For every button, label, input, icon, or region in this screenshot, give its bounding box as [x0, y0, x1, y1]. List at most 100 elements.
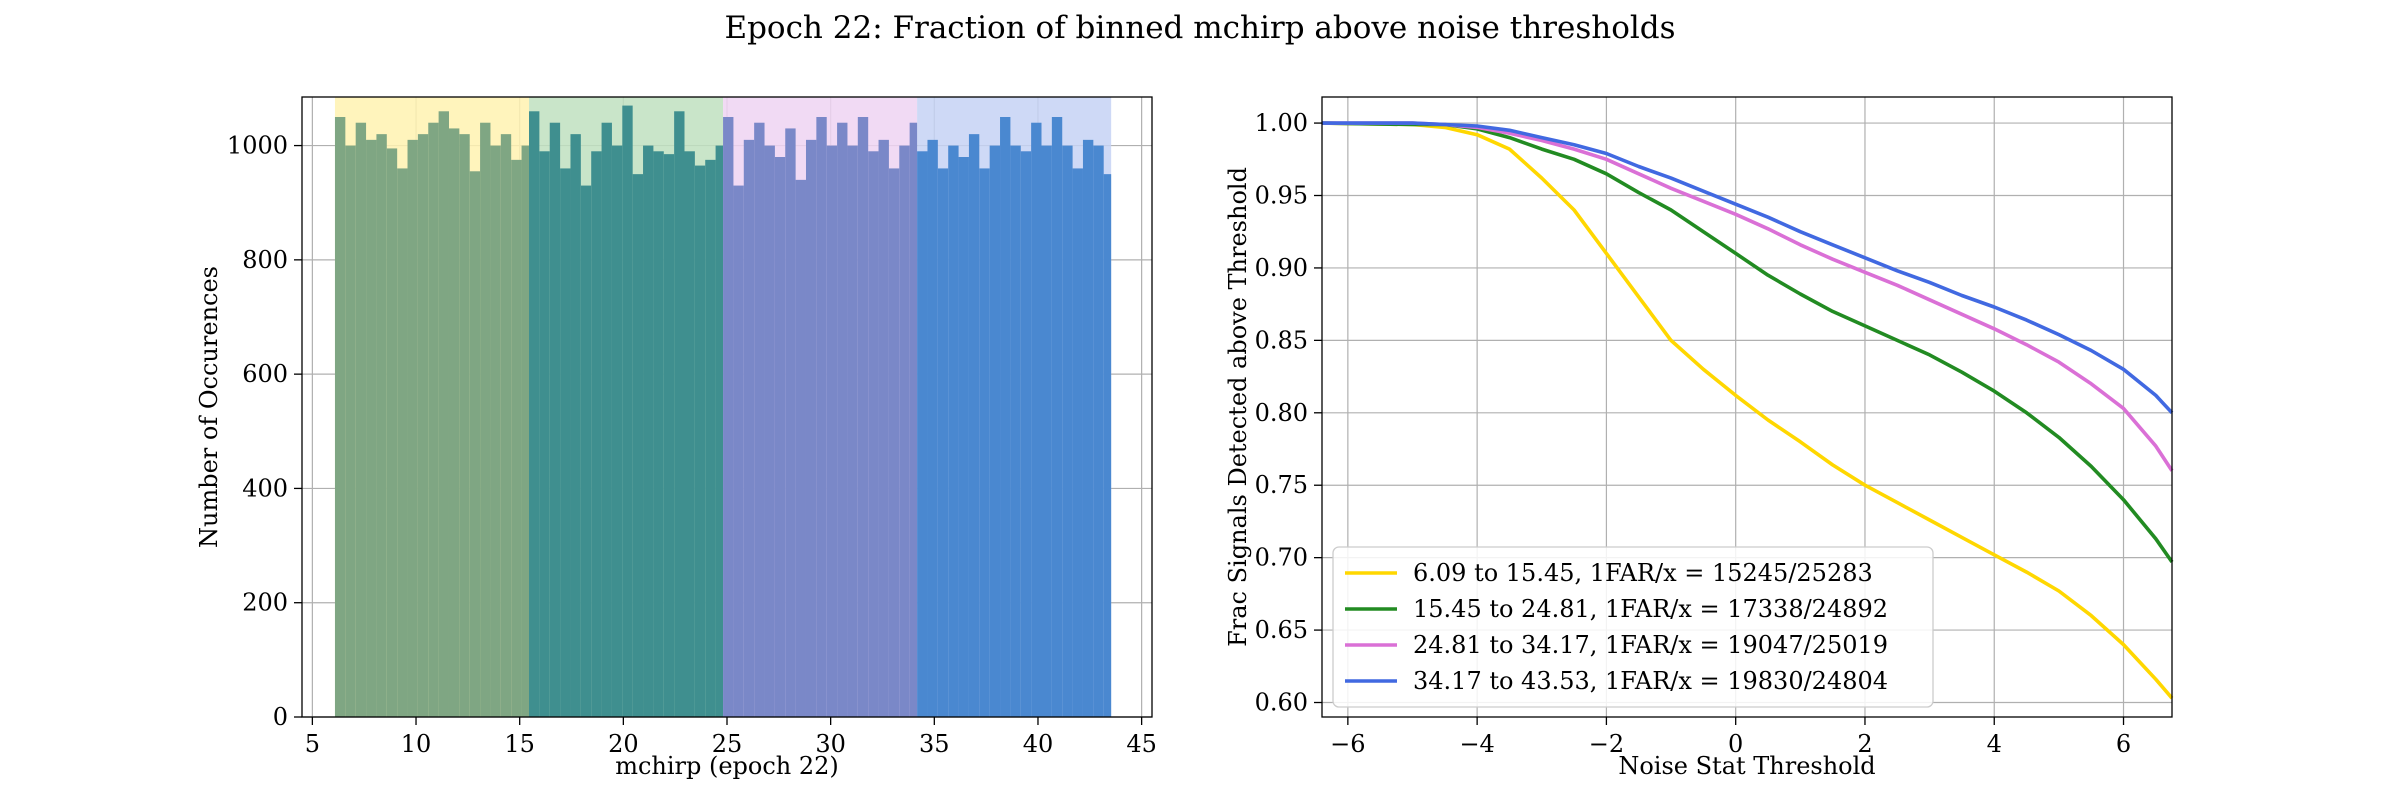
histogram-bars: [334, 105, 1112, 718]
series-line: [1321, 121, 2174, 700]
histogram-bar: [417, 134, 429, 718]
histogram-bar: [1000, 117, 1011, 717]
histogram-bar: [1051, 117, 1063, 717]
line-chart-y-tick-label: 1.00: [1255, 109, 1308, 137]
histogram-bar: [1031, 122, 1042, 717]
histogram-bar: [937, 168, 949, 717]
legend-entry-label: 15.45 to 24.81, 1FAR/x = 17338/24892: [1413, 595, 1888, 623]
series-line: [1322, 121, 2174, 415]
histogram-x-tick-label: 25: [712, 730, 743, 758]
histogram-bar: [1010, 145, 1021, 718]
histogram-bar: [989, 145, 1001, 718]
histogram-bar: [674, 111, 685, 718]
histogram-x-tick-label: 35: [919, 730, 950, 758]
histogram-x-tick-label: 40: [1023, 730, 1054, 758]
histogram-bar: [705, 159, 716, 717]
histogram-bar: [448, 128, 460, 717]
line-chart-y-tick-label: 0.75: [1255, 471, 1308, 499]
histogram-bar: [611, 145, 623, 718]
histogram-bar: [899, 145, 910, 718]
histogram-bar: [968, 134, 980, 718]
histogram-bar: [428, 122, 439, 717]
histogram-bar: [1020, 151, 1032, 718]
histogram-y-tick-label: 600: [242, 360, 288, 388]
histogram-y-axis-label: Number of Occurences: [195, 266, 223, 548]
histogram-bar: [888, 168, 900, 717]
histogram-bar: [795, 179, 806, 717]
histogram-bar: [694, 165, 706, 718]
histogram-bar: [560, 168, 571, 717]
line-chart-series: [1321, 121, 2174, 700]
histogram-x-tick-label: 15: [504, 730, 535, 758]
histogram-x-tick-label: 20: [608, 730, 639, 758]
legend-entry-label: 24.81 to 34.17, 1FAR/x = 19047/25019: [1413, 631, 1888, 659]
histogram-bar: [438, 111, 449, 718]
histogram-bar: [948, 145, 959, 718]
line-chart-x-ticks: −6 −4 −2 0 2 4 6: [1330, 717, 2131, 758]
histogram-bar: [1093, 145, 1104, 718]
line-chart-y-tick-label: 0.85: [1255, 326, 1308, 354]
histogram-bar: [1082, 139, 1094, 717]
histogram-bar: [733, 185, 744, 718]
histogram-bar: [774, 157, 786, 717]
histogram-bar: [1103, 174, 1112, 718]
line-chart-x-tick-label: −2: [1589, 730, 1624, 758]
histogram-bar: [580, 185, 592, 718]
line-chart-x-tick-label: −6: [1330, 730, 1365, 758]
line-chart-y-axis-label: Frac Signals Detected above Threshold: [1224, 167, 1252, 647]
histogram-bar: [366, 139, 377, 717]
series-line: [1321, 121, 2174, 564]
histogram-bar: [723, 117, 734, 717]
histogram-y-tick-label: 400: [242, 474, 288, 502]
histogram-bar: [529, 111, 540, 718]
histogram-x-tick-label: 30: [815, 730, 846, 758]
line-chart-x-tick-label: 0: [1728, 730, 1743, 758]
histogram-bar: [878, 139, 889, 717]
histogram-y-tick-label: 800: [242, 246, 288, 274]
histogram-bar: [857, 117, 869, 717]
line-chart-y-tick-label: 0.90: [1255, 254, 1308, 282]
histogram-x-tick-label: 5: [305, 730, 320, 758]
histogram-bar: [521, 145, 530, 718]
legend-box: [1332, 546, 1934, 708]
histogram-bar: [979, 168, 990, 717]
histogram-bar: [785, 128, 796, 717]
histogram-bar: [684, 151, 695, 718]
histogram-bar: [355, 122, 367, 717]
histogram-bar: [469, 171, 481, 718]
line-chart-x-tick-label: 2: [1857, 730, 1872, 758]
histogram-x-tick-label: 10: [401, 730, 432, 758]
histogram-bar: [917, 151, 928, 718]
line-chart-panel: −6 −4 −2 0 2 4 6 0.600.650.700.750.800.850.900…: [1224, 96, 2174, 780]
line-chart-x-tick-label: −4: [1459, 730, 1494, 758]
histogram-bar: [653, 151, 664, 718]
histogram-bar: [764, 145, 775, 718]
histogram-y-ticks: 0 200 400 600 800 1000: [227, 132, 302, 731]
line-chart-x-tick-label: 4: [1987, 730, 2002, 758]
histogram-bar: [345, 145, 356, 718]
figure-title: Epoch 22: Fraction of binned mchirp abov…: [724, 10, 1675, 46]
line-chart-y-tick-label: 0.65: [1255, 616, 1308, 644]
series-line: [1322, 121, 2174, 472]
legend: 6.09 to 15.45, 1FAR/x = 15245/25283 15.45…: [1332, 546, 1934, 708]
line-chart-grid: [1322, 97, 2172, 717]
histogram-bar: [490, 145, 501, 718]
histogram-bar: [715, 145, 724, 718]
histogram-bar: [376, 134, 387, 718]
histogram-bar: [549, 122, 561, 717]
histogram-bar: [459, 134, 470, 718]
histogram-y-tick-label: 200: [242, 589, 288, 617]
histogram-bar: [643, 145, 654, 718]
histogram-bar: [958, 157, 969, 717]
histogram-bar: [539, 151, 550, 718]
histogram-bar: [754, 122, 765, 717]
histogram-x-ticks: 5 10 15 20 25 30 35 40 45: [305, 717, 1157, 758]
histogram-panel: 5 10 15 20 25 30 35 40 45 0 200 400 600 800 1000 mchi…: [195, 96, 1157, 780]
histogram-bar: [500, 134, 512, 718]
histogram-bar: [511, 159, 522, 717]
line-chart-x-axis-label: Noise Stat Threshold: [1618, 752, 1875, 780]
histogram-bar: [480, 122, 491, 717]
histogram-bar: [1041, 145, 1052, 718]
histogram-bar: [743, 139, 755, 717]
histogram-bar: [663, 154, 675, 718]
